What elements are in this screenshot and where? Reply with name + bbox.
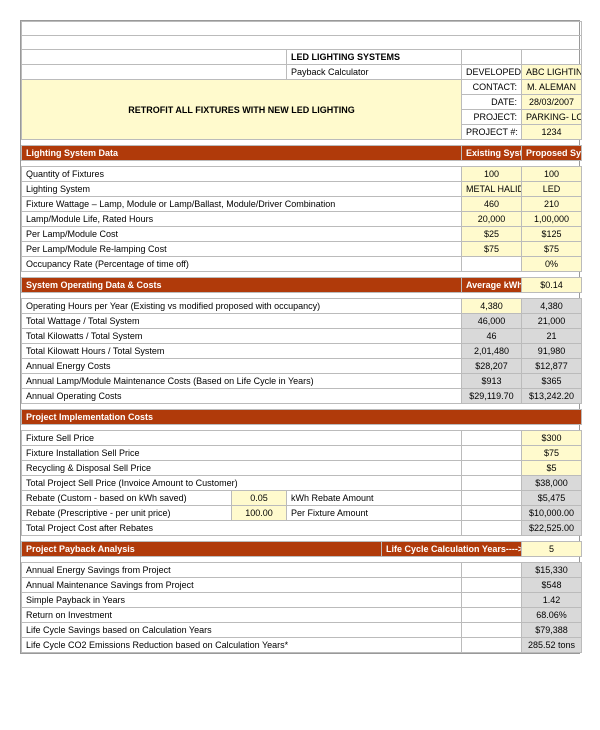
section-implementation-title: Project Implementation Costs <box>22 410 582 425</box>
lighting-row-b[interactable]: 100 <box>522 167 582 182</box>
field-label-project: PROJECT: <box>462 110 522 125</box>
impl-mid-val[interactable]: 100.00 <box>232 506 287 521</box>
lighting-row-a[interactable]: $75 <box>462 242 522 257</box>
lighting-row-b[interactable]: $125 <box>522 227 582 242</box>
payback-row-b: $79,388 <box>522 623 582 638</box>
section-payback-title: Project Payback Analysis <box>22 542 382 557</box>
payback-row-label: Annual Maintenance Savings from Project <box>22 578 462 593</box>
impl-mid-val[interactable]: 0.05 <box>232 491 287 506</box>
lighting-row-b[interactable]: LED <box>522 182 582 197</box>
field-value-contact[interactable]: M. ALEMAN <box>522 80 582 95</box>
operating-row-a: 46,000 <box>462 314 522 329</box>
lighting-row-label: Fixture Wattage – Lamp, Module or Lamp/B… <box>22 197 462 212</box>
operating-row-a: 2,01,480 <box>462 344 522 359</box>
lighting-row-label: Quantity of Fixtures <box>22 167 462 182</box>
operating-row-label: Total Wattage / Total System <box>22 314 462 329</box>
payback-row-label: Return on Investment <box>22 608 462 623</box>
doc-title: LED LIGHTING SYSTEMS <box>287 50 462 65</box>
impl-row-label: Total Project Cost after Rebates <box>22 521 462 536</box>
operating-row-label: Total Kilowatt Hours / Total System <box>22 344 462 359</box>
lighting-row-label: Lamp/Module Life, Rated Hours <box>22 212 462 227</box>
operating-row-label: Annual Operating Costs <box>22 389 462 404</box>
payback-row-b: 68.06% <box>522 608 582 623</box>
lighting-row-b[interactable]: $75 <box>522 242 582 257</box>
impl-row-b[interactable]: $5 <box>522 461 582 476</box>
operating-row-a: 46 <box>462 329 522 344</box>
operating-row-a[interactable]: 4,380 <box>462 299 522 314</box>
lighting-row-label: Per Lamp/Module Re-lamping Cost <box>22 242 462 257</box>
operating-row-label: Operating Hours per Year (Existing vs mo… <box>22 299 462 314</box>
payback-row-b: 285.52 tons <box>522 638 582 653</box>
operating-row-b: $12,877 <box>522 359 582 374</box>
lighting-row-label: Occupancy Rate (Percentage of time off) <box>22 257 462 272</box>
operating-row-b: $13,242.20 <box>522 389 582 404</box>
payback-row-b: 1.42 <box>522 593 582 608</box>
impl-row-label: Fixture Sell Price <box>22 431 462 446</box>
operating-row-label: Annual Energy Costs <box>22 359 462 374</box>
avg-kwh-label: Average kWh Cost----> <box>462 278 522 293</box>
payback-row-label: Life Cycle Savings based on Calculation … <box>22 623 462 638</box>
lighting-row-a[interactable]: METAL HALIDE <box>462 182 522 197</box>
lighting-row-a <box>462 257 522 272</box>
field-value-dev[interactable]: ABC LIGHTING <box>522 65 582 80</box>
banner: RETROFIT ALL FIXTURES WITH NEW LED LIGHT… <box>22 80 462 140</box>
col-existing: Existing System <box>462 146 522 161</box>
impl-mid-label: Per Fixture Amount <box>287 506 462 521</box>
operating-row-b: 91,980 <box>522 344 582 359</box>
lifecycle-value[interactable]: 5 <box>522 542 582 557</box>
impl-row-b[interactable]: $300 <box>522 431 582 446</box>
main-table: LED LIGHTING SYSTEMSPayback CalculatorDE… <box>21 21 582 653</box>
operating-row-b: 21 <box>522 329 582 344</box>
lighting-row-a[interactable]: 460 <box>462 197 522 212</box>
impl-row-b: $5,475 <box>522 491 582 506</box>
field-value-projectnum[interactable]: 1234 <box>522 125 582 140</box>
impl-row-b: $10,000.00 <box>522 506 582 521</box>
payback-row-b: $15,330 <box>522 563 582 578</box>
operating-row-label: Total Kilowatts / Total System <box>22 329 462 344</box>
impl-row-label: Recycling & Disposal Sell Price <box>22 461 462 476</box>
spreadsheet: LED LIGHTING SYSTEMSPayback CalculatorDE… <box>20 20 580 654</box>
impl-row-label: Rebate (Prescriptive - per unit price) <box>22 506 232 521</box>
operating-row-a: $913 <box>462 374 522 389</box>
operating-row-b: 4,380 <box>522 299 582 314</box>
impl-row-label: Fixture Installation Sell Price <box>22 446 462 461</box>
operating-row-a: $28,207 <box>462 359 522 374</box>
impl-row-b[interactable]: $75 <box>522 446 582 461</box>
lighting-row-label: Per Lamp/Module Cost <box>22 227 462 242</box>
impl-row-label: Total Project Sell Price (Invoice Amount… <box>22 476 462 491</box>
impl-row-label: Rebate (Custom - based on kWh saved) <box>22 491 232 506</box>
lifecycle-label: Life Cycle Calculation Years----> <box>382 542 522 557</box>
operating-row-b: $365 <box>522 374 582 389</box>
impl-row-b: $22,525.00 <box>522 521 582 536</box>
col-proposed: Proposed System <box>522 146 582 161</box>
payback-row-label: Simple Payback in Years <box>22 593 462 608</box>
lighting-row-a[interactable]: 100 <box>462 167 522 182</box>
field-value-project[interactable]: PARKING- LOT1 <box>522 110 582 125</box>
payback-row-label: Life Cycle CO2 Emissions Reduction based… <box>22 638 462 653</box>
lighting-row-b[interactable]: 1,00,000 <box>522 212 582 227</box>
lighting-row-b[interactable]: 0% <box>522 257 582 272</box>
field-label-dev: DEVELOPED BY: <box>462 65 522 80</box>
lighting-row-a[interactable]: $25 <box>462 227 522 242</box>
avg-kwh-value[interactable]: $0.14 <box>522 278 582 293</box>
field-label-contact: CONTACT: <box>462 80 522 95</box>
lighting-row-a[interactable]: 20,000 <box>462 212 522 227</box>
impl-row-b: $38,000 <box>522 476 582 491</box>
impl-mid-label: kWh Rebate Amount <box>287 491 462 506</box>
payback-row-b: $548 <box>522 578 582 593</box>
lighting-row-b[interactable]: 210 <box>522 197 582 212</box>
operating-row-a: $29,119.70 <box>462 389 522 404</box>
field-label-date: DATE: <box>462 95 522 110</box>
operating-row-b: 21,000 <box>522 314 582 329</box>
field-label-projectnum: PROJECT #: <box>462 125 522 140</box>
field-value-date[interactable]: 28/03/2007 <box>522 95 582 110</box>
operating-row-label: Annual Lamp/Module Maintenance Costs (Ba… <box>22 374 462 389</box>
section-lighting-title: Lighting System Data <box>22 146 462 161</box>
payback-row-label: Annual Energy Savings from Project <box>22 563 462 578</box>
lighting-row-label: Lighting System <box>22 182 462 197</box>
section-operating-title: System Operating Data & Costs <box>22 278 462 293</box>
doc-subtitle: Payback Calculator <box>287 65 462 80</box>
